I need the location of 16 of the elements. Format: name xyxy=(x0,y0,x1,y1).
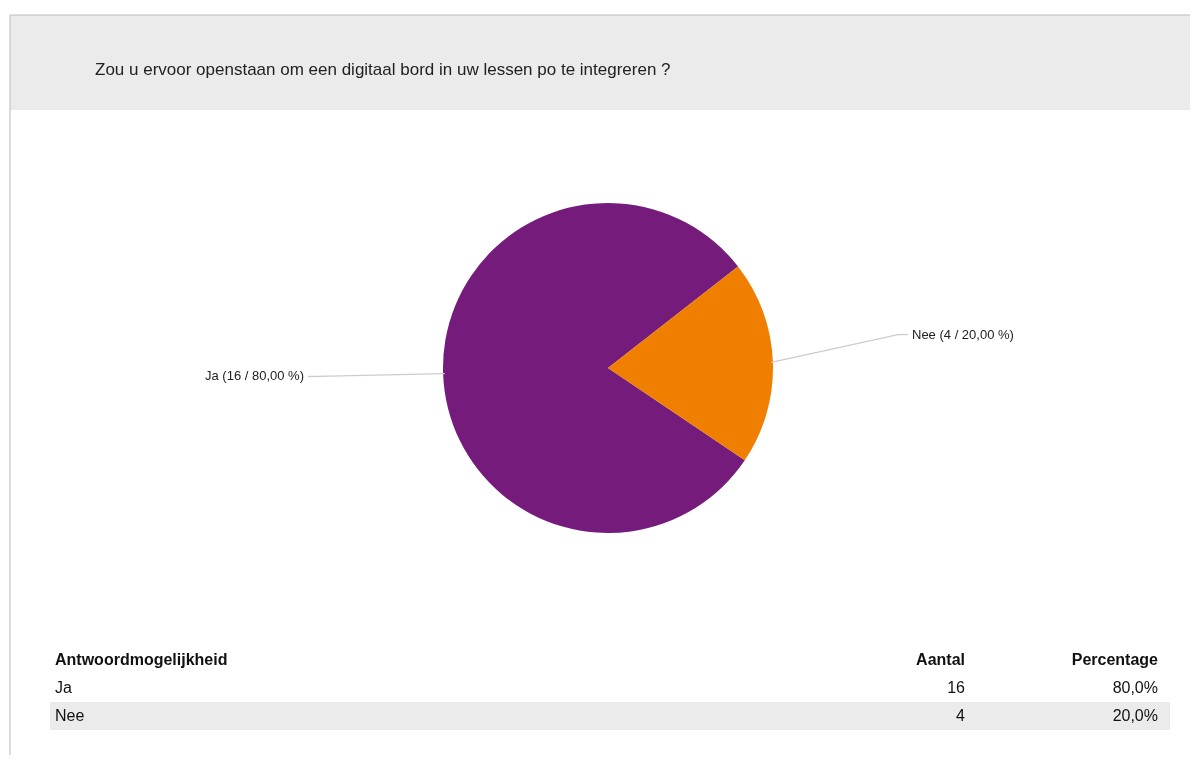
text: Percentage xyxy=(1071,651,1159,668)
text: Ja xyxy=(55,679,72,696)
pie-slice xyxy=(443,203,745,533)
text: Aantal xyxy=(916,651,965,668)
text: 80,0% xyxy=(1112,679,1158,696)
chart-title: Zou u ervoor openstaan om een digitaal bord in uw lessen po te integreren ? xyxy=(95,60,671,79)
pie-slice xyxy=(608,266,773,461)
text: Antwoordmogelijkheid xyxy=(55,651,228,668)
text: 20,0% xyxy=(1112,707,1158,724)
text: 16 xyxy=(947,679,966,696)
text: Nee xyxy=(55,707,85,724)
slice-label: Nee xyxy=(912,326,936,342)
slice-label: Ja xyxy=(205,368,220,384)
data-label: (4 / 20,00 %) xyxy=(939,326,1014,342)
data-label: (16 / 80,00 %) xyxy=(222,368,304,384)
text: 4 xyxy=(956,707,966,724)
